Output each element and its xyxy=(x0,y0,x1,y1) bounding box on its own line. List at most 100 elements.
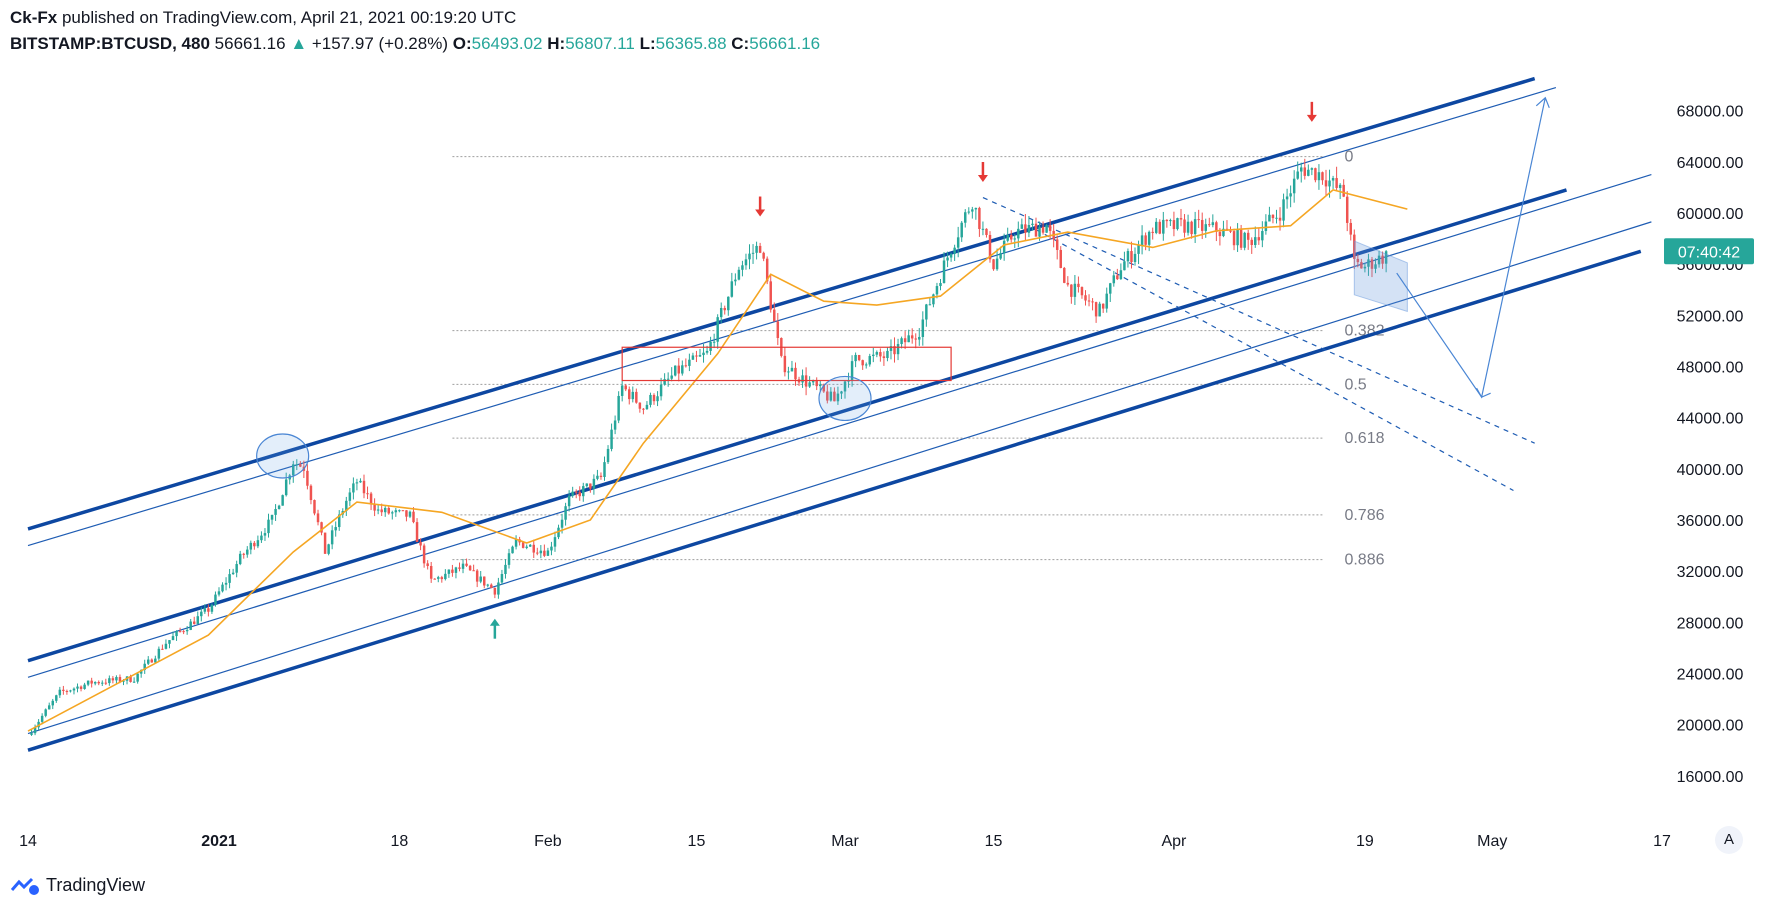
time-tick-label: Apr xyxy=(1161,833,1187,850)
channel-line-thin xyxy=(27,221,1652,735)
candle-body xyxy=(1034,223,1038,237)
candle-body xyxy=(1137,245,1140,254)
candle-body xyxy=(139,669,143,674)
candle-body xyxy=(910,335,914,339)
candle-body xyxy=(599,475,603,477)
candle-body xyxy=(1009,235,1013,240)
candle-body xyxy=(723,307,726,311)
candle-body xyxy=(132,681,136,683)
low-value: 56365.88 xyxy=(655,34,727,53)
time-tick-label: 17 xyxy=(1653,833,1671,850)
candle-body xyxy=(263,533,267,536)
candle-body xyxy=(631,391,635,400)
candle-body xyxy=(978,207,981,229)
candle-body xyxy=(281,495,284,506)
candle-body xyxy=(108,678,111,684)
candle-body xyxy=(154,658,157,663)
candle-body xyxy=(1038,226,1041,237)
low-label: L: xyxy=(639,34,656,53)
candle-body xyxy=(1144,235,1147,245)
fib-level-label: 0 xyxy=(1344,149,1353,166)
candle-body xyxy=(468,565,472,571)
candle-body xyxy=(836,393,840,402)
last-price: 56661.16 xyxy=(214,34,286,53)
candle-body xyxy=(238,553,242,565)
candle-body xyxy=(1250,239,1253,246)
candle-body xyxy=(716,317,719,342)
candle-body xyxy=(1013,238,1017,240)
candle-body xyxy=(129,676,132,682)
candle-body xyxy=(214,594,217,605)
candle-body xyxy=(1239,229,1243,248)
candle-body xyxy=(1080,287,1084,296)
candle-body xyxy=(550,546,553,551)
candle-body xyxy=(819,384,822,387)
candle-body xyxy=(316,513,320,523)
candle-body xyxy=(1236,229,1239,246)
candle-body xyxy=(1041,226,1045,233)
candle-body xyxy=(628,389,631,400)
candle-body xyxy=(58,689,62,696)
candle-body xyxy=(373,504,376,511)
candle-body xyxy=(47,705,51,710)
candle-body xyxy=(210,604,214,612)
price-tick-label: 64000.00 xyxy=(1677,155,1744,172)
candle-body xyxy=(967,211,971,213)
price-axis[interactable]: 68000.0064000.0060000.0056000.0052000.00… xyxy=(1664,104,1754,786)
candle-body xyxy=(490,584,493,588)
time-tick-label: Feb xyxy=(534,833,562,850)
candle-body xyxy=(69,690,72,692)
candle-body xyxy=(864,364,868,366)
chart-header-ohlc: BITSTAMP:BTCUSD, 480 56661.16 ▲ +157.97 … xyxy=(10,34,820,54)
candle-body xyxy=(744,259,748,266)
candle-body xyxy=(1024,224,1027,233)
candle-body xyxy=(115,677,118,681)
price-tick-label: 60000.00 xyxy=(1677,206,1744,223)
candle-body xyxy=(1101,303,1105,309)
candle-body xyxy=(338,514,341,528)
candle-body xyxy=(1317,172,1321,181)
candle-body xyxy=(398,510,401,512)
candle-body xyxy=(765,258,769,282)
dashed-trend-line xyxy=(1035,229,1514,492)
author-name[interactable]: Ck-Fx xyxy=(10,8,58,27)
moving-average xyxy=(27,189,1408,732)
candle-body xyxy=(734,279,737,282)
candle-body xyxy=(408,511,412,517)
symbol-label[interactable]: BITSTAMP:BTCUSD, 480 xyxy=(10,34,210,53)
candle-body xyxy=(776,321,780,339)
candle-body xyxy=(62,689,65,691)
open-value: 56493.02 xyxy=(471,34,543,53)
price-change: +157.97 (+0.28%) xyxy=(311,34,448,53)
candle-body xyxy=(1310,168,1314,170)
time-tick-label: 19 xyxy=(1356,833,1374,850)
time-axis[interactable]: 14 2021 18 Feb 15 Mar 15 Apr 19 May 17 xyxy=(19,833,1671,850)
candle-body xyxy=(773,309,776,322)
fib-level-label: 0.618 xyxy=(1344,430,1384,447)
candle-body xyxy=(504,564,507,575)
candle-body xyxy=(256,540,260,547)
candle-body xyxy=(1264,221,1268,232)
candle-body xyxy=(352,483,355,493)
candle-body xyxy=(1328,180,1331,187)
candle-body xyxy=(794,367,797,380)
candle-body xyxy=(1162,219,1165,234)
consolidation-wedge xyxy=(1353,240,1408,313)
candle-body xyxy=(249,542,253,550)
candle-body xyxy=(200,611,203,617)
candle-body xyxy=(79,686,83,689)
candle-body xyxy=(345,500,348,512)
candle-body xyxy=(829,391,833,401)
candle-body xyxy=(606,448,610,463)
candle-body xyxy=(405,510,408,517)
candle-body xyxy=(532,544,535,553)
candle-body xyxy=(868,356,871,365)
buy-signal-arrowhead xyxy=(489,618,500,626)
candle-body xyxy=(458,567,461,569)
candle-body xyxy=(1055,239,1059,250)
candle-body xyxy=(1179,218,1183,220)
time-tick-label: May xyxy=(1477,833,1507,850)
candle-body xyxy=(613,420,617,430)
auto-scale-button[interactable]: A xyxy=(1715,826,1743,854)
